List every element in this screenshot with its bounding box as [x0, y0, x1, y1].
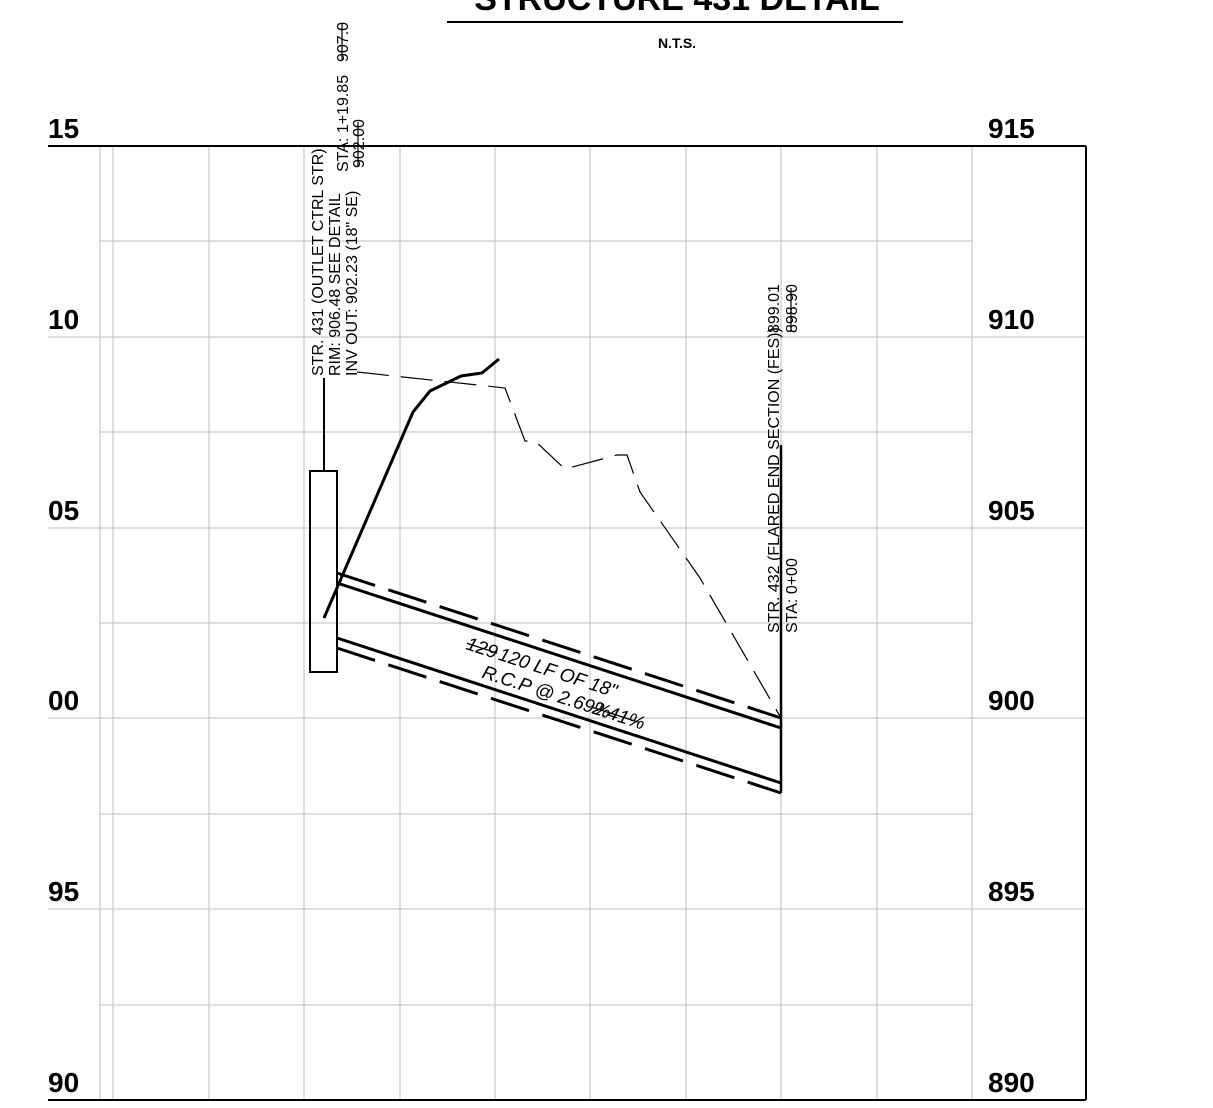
str-431-name: STR. 431 (OUTLET CTRL STR) [310, 148, 327, 376]
str-431-rim: RIM: 906.48 SEE DETAIL [327, 193, 344, 376]
elev-label-left: 00 [48, 685, 79, 716]
elev-label-right: 900 [988, 685, 1035, 716]
scale-note: N.T.S. [658, 35, 696, 51]
elevation-labels-left: 15 10 05 00 95 90 [48, 113, 79, 1098]
str-432-name: STR. 432 (FLARED END SECTION (FES)) [766, 327, 783, 633]
grid [48, 146, 1086, 1100]
elev-label-left: 90 [48, 1067, 79, 1098]
elev-label-right: 915 [988, 113, 1035, 144]
elev-label-left: 15 [48, 113, 79, 144]
frame [48, 145, 1087, 1101]
str-432-annotation: STR. 432 (FLARED END SECTION (FES)) STA:… [766, 284, 801, 633]
existing-ground-line [356, 371, 782, 719]
strike-129 [466, 642, 498, 654]
elev-label-right: 890 [988, 1067, 1035, 1098]
elev-label-right: 910 [988, 304, 1035, 335]
str-432-elev-old: 898.90 [784, 284, 801, 333]
str-431-annotation: STR. 431 (OUTLET CTRL STR) RIM: 906.48 S… [310, 22, 368, 376]
elev-label-right: 895 [988, 876, 1035, 907]
elev-label-left: 10 [48, 304, 79, 335]
strike-241 [593, 706, 640, 723]
elev-label-right: 905 [988, 495, 1035, 526]
pipe-profile [336, 571, 782, 795]
elev-label-left: 95 [48, 876, 79, 907]
elev-label-left: 05 [48, 495, 79, 526]
proposed-ground-line [322, 357, 500, 619]
str-431-structure [309, 470, 338, 673]
str-431-invert: INV OUT: 902.23 (18" SE) [344, 191, 361, 376]
elevation-labels-right: 915 910 905 900 895 890 [988, 113, 1035, 1098]
str-432-elev-new: 899.01 [766, 284, 783, 333]
drawing-title: STRUCTURE 431 DETAIL [474, 0, 880, 18]
str-431-elev-old-top: 907.0 [335, 22, 352, 62]
str-431-station: STA: 1+19.85 [335, 75, 352, 172]
str-432-station: STA: 0+00 [784, 558, 801, 633]
str-431-elev-old-bottom: 902.00 [351, 119, 368, 168]
